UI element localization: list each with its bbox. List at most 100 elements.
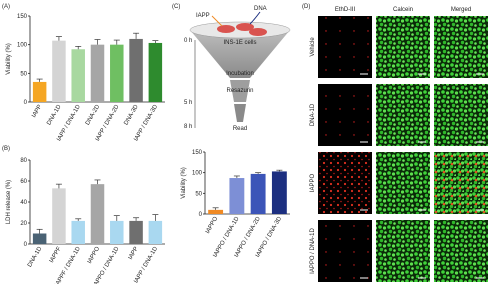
micrograph (434, 220, 488, 282)
step: Read (233, 126, 247, 132)
step: Resazurin (226, 88, 253, 94)
micrograph (376, 16, 430, 78)
column-header: Merged (451, 7, 471, 13)
micrograph (318, 16, 372, 78)
well (249, 28, 267, 36)
error-bar (152, 40, 159, 43)
error-bar (36, 78, 43, 82)
x-tick-label: DNA-2D (85, 103, 102, 126)
bar (129, 38, 143, 102)
well (236, 23, 254, 31)
y-tick-label: 20 (20, 221, 27, 227)
y-tick-label: 0 (24, 242, 28, 248)
error-bar (75, 218, 82, 221)
bar (271, 171, 287, 214)
bar (52, 188, 66, 244)
x-tick-label: DNA-1D (27, 245, 44, 268)
error-bar (55, 36, 62, 41)
micrographs: EthD-III Calcein Merged Vehicle DNA-1D IAPPO I… (310, 7, 488, 282)
error-bar (133, 217, 140, 221)
error-bar (113, 215, 120, 221)
column-header: Calcein (393, 7, 413, 13)
panel-label: (A) (2, 4, 10, 10)
micrograph (376, 152, 430, 214)
micrograph (318, 220, 372, 282)
x-tick-label: IAPP (31, 104, 43, 119)
panel-label: (D) (302, 4, 310, 10)
micrograph (376, 84, 430, 146)
x-tick-label: IAPP (128, 246, 140, 261)
x-tick-label: IAPPO (205, 216, 220, 235)
bar (148, 42, 163, 102)
label: INS-1E cells (223, 40, 256, 46)
x-tick-label: IAPPF (49, 246, 63, 264)
row-label: DNA-1D (310, 103, 316, 126)
label: DNA (254, 6, 267, 12)
micrograph (318, 84, 372, 146)
workflow-diagram: IAPP DNA INS-1E cells Incubation Resazur… (184, 6, 291, 132)
y-tick-label: 80 (20, 158, 27, 164)
error-bar (133, 32, 140, 39)
error-bar (152, 214, 159, 221)
error-bar (233, 175, 240, 179)
bar (208, 209, 224, 214)
well (217, 25, 235, 33)
error-bar (75, 46, 82, 50)
micrograph (318, 152, 372, 214)
y-tick-label: 40 (20, 200, 27, 206)
step: Incubation (226, 71, 254, 77)
error-bar (255, 172, 262, 174)
y-axis-title: Viability (%) (181, 167, 187, 199)
bar (110, 44, 124, 102)
bar (52, 40, 66, 102)
x-tick-label: IAPPO (87, 246, 102, 265)
error-bar (212, 207, 219, 210)
error-bar (94, 39, 101, 45)
iapp-arrow (211, 15, 223, 27)
error-bar (94, 179, 101, 185)
micrograph (434, 16, 488, 78)
y-tick-label: 0 (24, 100, 28, 106)
error-bar (113, 39, 120, 45)
time: 0 h (184, 38, 192, 44)
time: 5 h (184, 100, 192, 106)
dna-arrow (249, 11, 261, 25)
y-axis-title: LDH release (%) (6, 180, 12, 224)
x-tick-label: DNA-1D (46, 103, 63, 126)
funnel-top (190, 30, 290, 78)
micrograph (434, 84, 488, 146)
panel-label: (B) (2, 146, 10, 152)
micrograph (376, 220, 430, 282)
error-bar (55, 183, 62, 189)
bar (110, 220, 124, 244)
y-tick-label: 60 (20, 179, 27, 185)
bar (148, 220, 163, 244)
error-bar (36, 228, 43, 234)
micrograph (434, 152, 488, 214)
bar (250, 173, 266, 214)
row-label: IAPPO / DNA-1D (310, 228, 316, 274)
row-label: IAPPO (310, 173, 316, 192)
time: 8 h (184, 124, 192, 130)
error-bar (276, 169, 283, 172)
row-label: Vehicle (310, 37, 316, 57)
funnel-mid (230, 80, 250, 102)
bar (129, 220, 143, 244)
bar (71, 220, 85, 244)
y-tick-label: 150 (192, 150, 203, 156)
y-tick-label: 50 (20, 71, 27, 77)
bar (71, 49, 85, 102)
y-tick-label: 50 (195, 191, 202, 197)
bar (32, 233, 47, 244)
panel-label: (C) (172, 4, 180, 10)
label: IAPP (196, 13, 210, 19)
y-tick-label: 150 (17, 14, 28, 20)
column-header: EthD-III (335, 7, 356, 13)
x-tick-label: DNA-3D (123, 103, 140, 126)
bar (90, 44, 105, 102)
bar (90, 184, 105, 244)
y-tick-label: 100 (17, 43, 28, 49)
y-tick-label: 100 (192, 171, 203, 177)
funnel-low (234, 104, 246, 122)
